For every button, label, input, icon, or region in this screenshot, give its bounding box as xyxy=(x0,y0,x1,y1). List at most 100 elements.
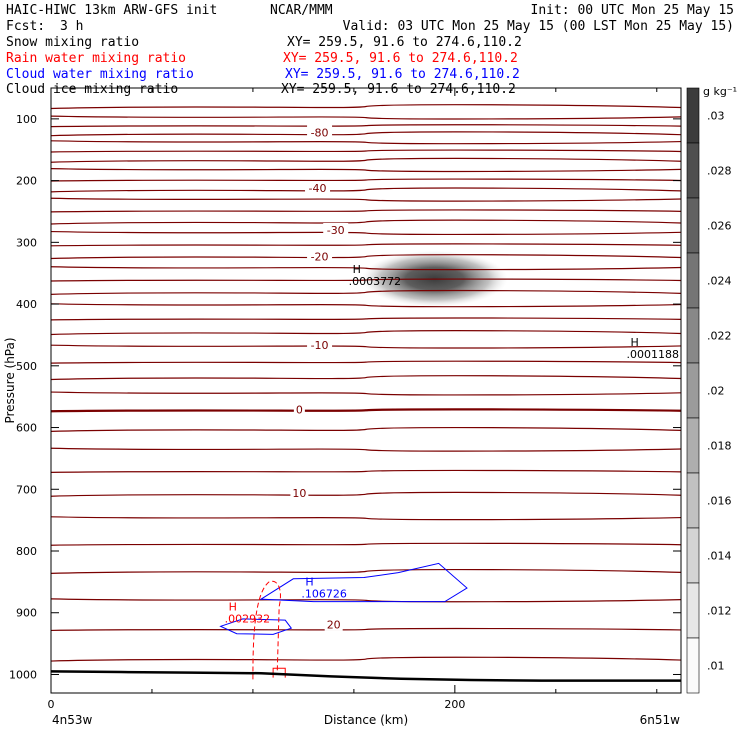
colorbar-tick-label: .016 xyxy=(707,495,732,508)
isotherm-line xyxy=(50,568,682,574)
isotherm-line xyxy=(50,344,682,349)
isotherm-line xyxy=(50,197,682,202)
y-tick-label: 600 xyxy=(16,422,37,435)
isotherm-label-bg xyxy=(307,125,333,139)
isotherm-label-bg xyxy=(307,337,333,351)
isotherm-line xyxy=(50,219,682,225)
isotherm-line xyxy=(50,115,682,120)
field-cloudwater-xy: XY= 259.5, 91.6 to 274.6,110.2 xyxy=(285,67,520,82)
colorbar-tick-label: .03 xyxy=(707,110,725,123)
x-tick-label: 0 xyxy=(48,698,55,711)
temperature-contours xyxy=(50,104,682,662)
isotherm-label: 0 xyxy=(296,404,303,417)
y-tick-label: 1000 xyxy=(9,668,37,681)
isotherm-line xyxy=(50,168,682,173)
field-cloudice-name: Cloud ice mixing ratio xyxy=(6,82,178,97)
x-end-location: 6n51w xyxy=(640,713,681,727)
rain-water-contour xyxy=(252,580,281,680)
isotherm-label-bg xyxy=(323,222,349,236)
colorbar-segment xyxy=(686,637,700,694)
isotherm-label-bg xyxy=(290,485,309,499)
cloud-water-contour xyxy=(259,562,468,603)
colorbar-segment xyxy=(686,197,700,254)
colorbar-segment xyxy=(686,582,700,639)
isotherm-line xyxy=(50,317,682,321)
y-tick-label: 900 xyxy=(16,607,37,620)
colorbar: .03 .028 .026 .024 .022 .02 .018 .016 .014 .012 .0… xyxy=(686,87,732,694)
isotherm-line xyxy=(50,140,682,145)
isotherm-line xyxy=(50,131,682,137)
colorbar-segment xyxy=(686,417,700,474)
init-time: Init: 00 UTC Mon 25 May 15 xyxy=(531,3,735,18)
isotherm-line xyxy=(50,447,682,452)
secondary-h-marker: H xyxy=(630,336,638,349)
colorbar-segment xyxy=(686,252,700,309)
isotherm-line xyxy=(50,598,682,603)
y-tick-label: 200 xyxy=(16,175,37,188)
field-snow-name: Snow mixing ratio xyxy=(6,35,139,50)
y-tick-label: 700 xyxy=(16,483,37,496)
colorbar-tick-label: .012 xyxy=(707,605,732,618)
isotherm-line xyxy=(50,230,682,236)
isotherm-line xyxy=(50,408,682,413)
colorbar-segment xyxy=(686,527,700,584)
y-tick-label: 400 xyxy=(16,298,37,311)
isotherm-line xyxy=(50,243,682,247)
isotherm-line xyxy=(50,656,682,662)
isotherm-line xyxy=(50,178,682,182)
isotherm-label-bg xyxy=(293,402,305,416)
isotherm-line xyxy=(50,627,682,632)
org-label: NCAR/MMM xyxy=(270,3,333,18)
x-axis-label: Distance (km) xyxy=(324,713,408,727)
x-start-location: 4n53w xyxy=(52,713,93,727)
isotherm-line xyxy=(50,124,682,128)
isotherm-line xyxy=(50,157,682,163)
field-rain-xy: XY= 259.5, 91.6 to 274.6,110.2 xyxy=(283,51,518,66)
colorbar-tick-label: .022 xyxy=(707,330,732,343)
colorbar-segment xyxy=(686,87,700,144)
isotherm-line xyxy=(50,149,682,153)
isotherm-line xyxy=(50,254,682,260)
isotherm-line xyxy=(50,303,682,308)
plot-frame xyxy=(50,87,682,694)
y-tick-label: 100 xyxy=(16,113,37,126)
colorbar-segment xyxy=(686,472,700,529)
chart-title: HAIC-HIWC 13km ARW-GFS init xyxy=(6,3,217,18)
fcst-value: 3 h xyxy=(60,19,83,34)
y-tick-label: 500 xyxy=(16,360,37,373)
terrain-line xyxy=(50,670,681,682)
isotherm-label-bg xyxy=(324,617,343,631)
cloud-water-max-value: .106726 xyxy=(301,587,347,600)
isotherm-line xyxy=(50,516,682,521)
isotherm-label: 10 xyxy=(292,487,306,500)
isotherm-line xyxy=(50,360,682,364)
isotherm-line xyxy=(50,391,682,396)
contour-labels: -80-40-30-20-1001020H.0003772H.0001188H.… xyxy=(225,125,679,631)
colorbar-tick-label: .024 xyxy=(707,275,732,288)
field-rain-name: Rain water mixing ratio xyxy=(6,51,186,66)
terrain-surface xyxy=(50,670,681,682)
isotherm-line xyxy=(50,278,682,282)
field-cloudice-xy: XY= 259.5, 91.6 to 274.6,110.2 xyxy=(281,82,516,97)
cloud-water-contour-small xyxy=(219,618,293,635)
rain-water-h-marker: H xyxy=(229,601,237,614)
isotherm-line xyxy=(50,491,682,497)
cloud-water-h-marker: H xyxy=(305,575,313,588)
colorbar-tick-label: .014 xyxy=(707,550,732,563)
colorbar-units: g kg⁻¹ xyxy=(703,85,737,98)
isotherm-label: 20 xyxy=(327,618,341,631)
secondary-max-value: .0001188 xyxy=(626,348,679,361)
colorbar-segment xyxy=(686,362,700,419)
y-axis-label: Pressure (hPa) xyxy=(3,337,17,423)
colorbar-segment xyxy=(686,142,700,199)
valid-time: Valid: 03 UTC Mon 25 May 15 (00 LST Mon … xyxy=(343,19,734,34)
isotherm-line xyxy=(50,330,682,336)
rain-water-max-value: .002932 xyxy=(225,613,271,626)
isotherm-label-bg xyxy=(305,181,331,195)
colorbar-segment xyxy=(686,307,700,364)
snow-h-marker: H xyxy=(353,263,361,276)
fcst-label: Fcst: xyxy=(6,19,45,34)
y-tick-label: 300 xyxy=(16,236,37,249)
